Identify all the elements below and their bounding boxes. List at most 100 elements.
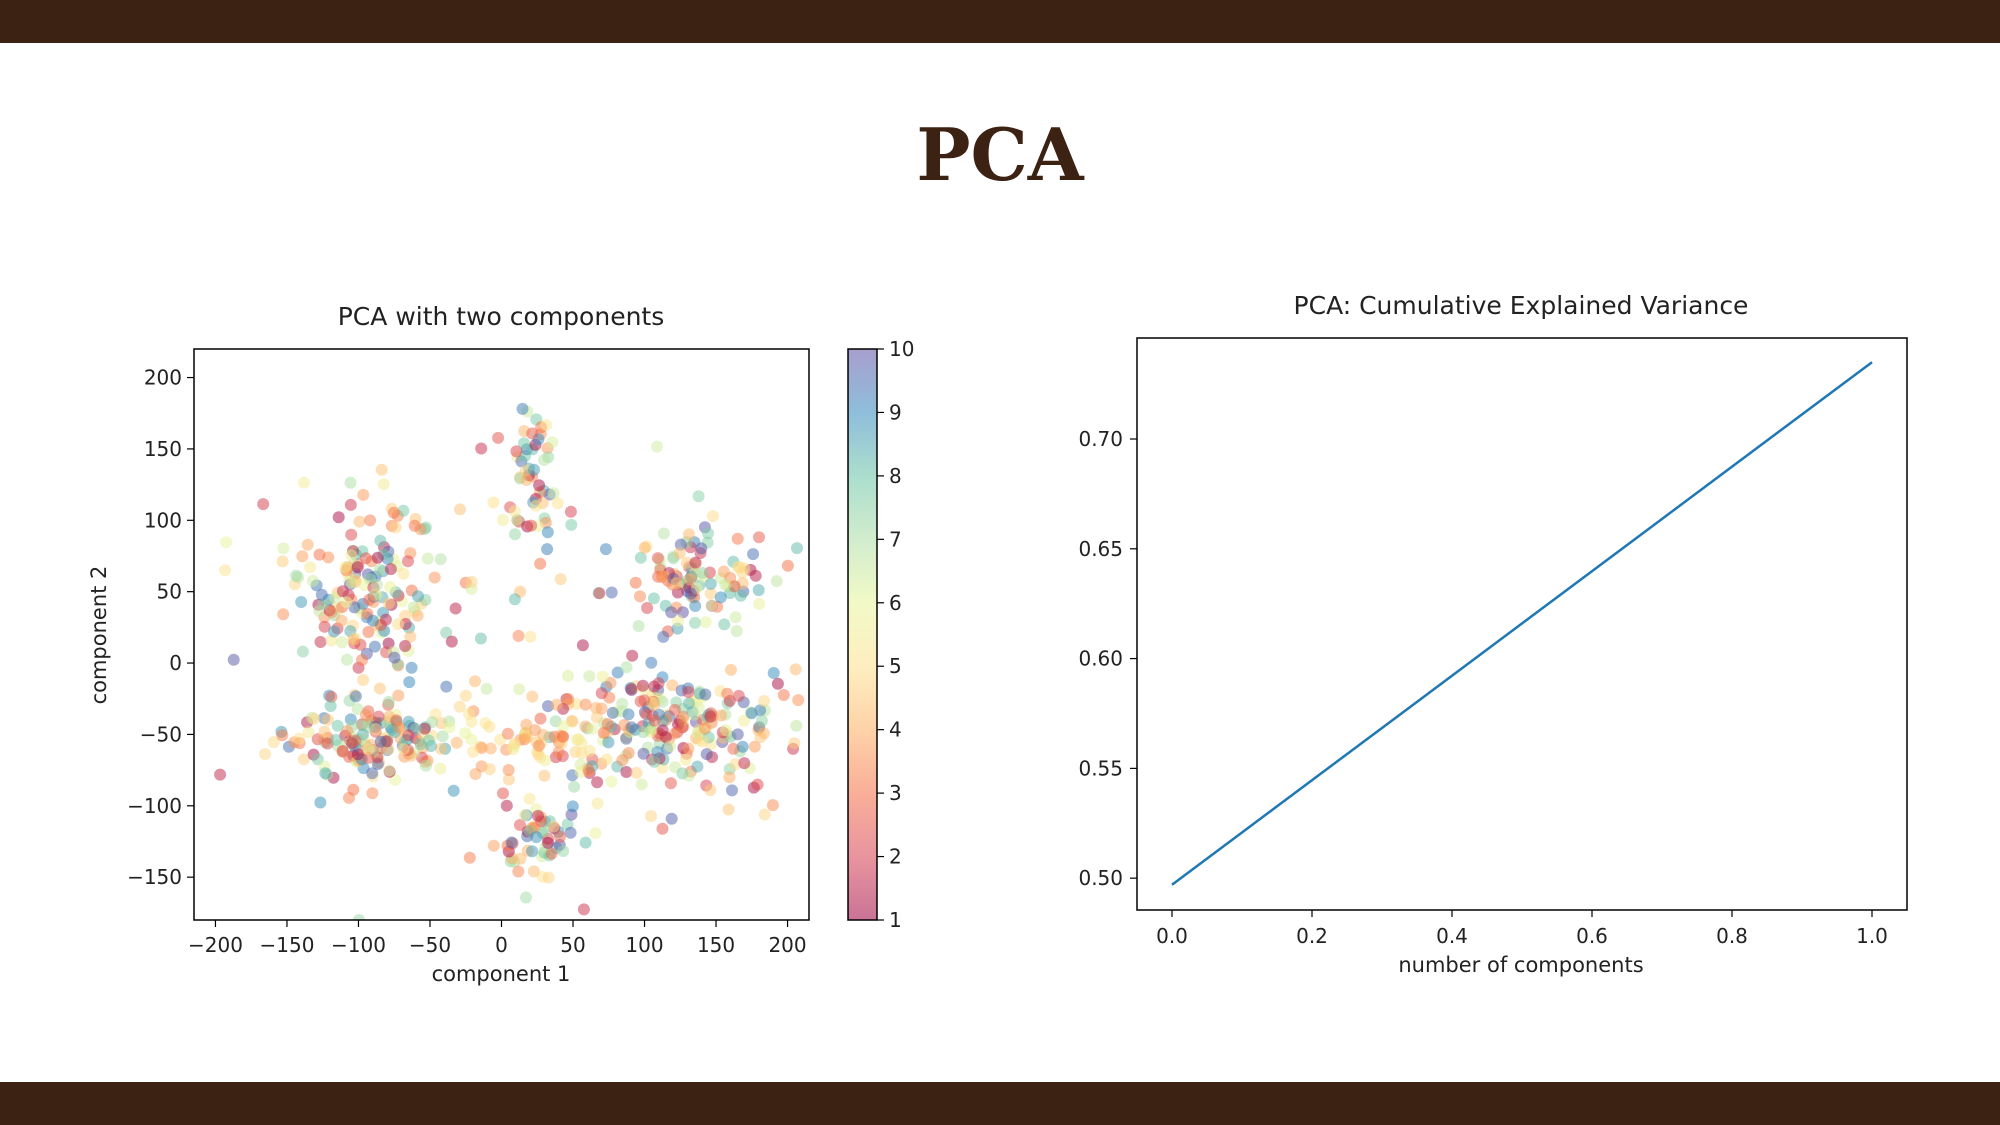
scatter-point — [419, 759, 432, 772]
scatter-point — [276, 729, 289, 742]
scatter-point — [731, 728, 744, 741]
scatter-point — [314, 636, 327, 648]
scatter-point — [467, 745, 480, 758]
scatter-point — [810, 767, 822, 779]
slide-title: PCA — [916, 112, 1084, 197]
scatter-point — [296, 645, 309, 658]
scatter-point — [370, 578, 383, 591]
scatter-point — [514, 819, 526, 831]
scatter-point — [315, 588, 328, 601]
scatter-point — [525, 519, 538, 532]
scatter-point — [335, 614, 348, 627]
scatter-point — [383, 764, 396, 777]
scatter-point — [702, 527, 714, 540]
scatter-point — [719, 578, 732, 591]
scatter-point — [339, 561, 352, 573]
scatter-point — [325, 690, 338, 703]
scatter-point — [583, 670, 596, 683]
scatter-point — [513, 683, 526, 696]
scatter-point — [666, 679, 679, 692]
scatter-point — [518, 437, 530, 450]
scatter-point — [384, 563, 397, 576]
colorbar-ticks: 1 2 3 4 5 6 7 8 9 10 — [877, 337, 914, 932]
scatter-point — [497, 787, 509, 800]
scatter-point — [360, 709, 372, 722]
scatter-point — [729, 758, 742, 771]
scatter-point — [586, 722, 599, 735]
scatter-point — [582, 764, 595, 777]
scatter-point — [402, 555, 414, 568]
scatter-point — [317, 597, 330, 610]
scatter-point — [318, 725, 331, 738]
scatter-point — [344, 498, 357, 511]
scatter-point — [562, 669, 574, 682]
scatter-point — [648, 714, 661, 727]
scatter-point — [738, 757, 751, 770]
scatter-point — [335, 636, 348, 649]
scatter-point — [542, 871, 555, 884]
y-tick-label: −100 — [127, 794, 182, 818]
scatter-point — [500, 799, 513, 812]
scatter-point — [648, 755, 661, 768]
scatter-point — [332, 511, 345, 524]
scatter-point — [502, 773, 515, 786]
scatter-point — [484, 742, 497, 755]
scatter-point — [465, 715, 478, 728]
scatter-point — [301, 538, 314, 551]
scatter-point — [298, 476, 310, 489]
scatter-point — [397, 567, 410, 580]
scatter-point — [353, 914, 365, 920]
scatter-point — [526, 845, 539, 858]
scatter-point — [325, 606, 338, 619]
scatter-point — [388, 651, 401, 664]
scatter-point — [389, 521, 402, 534]
scatter-point — [551, 497, 564, 510]
scatter-point — [330, 733, 342, 746]
scatter-point — [593, 587, 606, 600]
y-tick-label: 0 — [169, 651, 182, 675]
scatter-point — [458, 923, 470, 935]
scatter-point — [475, 442, 488, 455]
scatter-point — [720, 724, 733, 737]
scatter-point — [790, 719, 803, 732]
line-y-axis: 0.50 0.55 0.60 0.65 0.70 — [1078, 427, 1137, 890]
scatter-point — [492, 431, 505, 444]
colorbar-tick-label: 6 — [889, 591, 902, 615]
scatter-point — [752, 584, 765, 597]
scatter-point — [665, 812, 678, 825]
scatter-point — [276, 555, 289, 568]
scatter-point — [362, 626, 375, 638]
scatter-point — [689, 556, 702, 569]
colorbar-tick-label: 7 — [889, 527, 902, 551]
scatter-point — [698, 722, 711, 735]
scatter-point — [520, 891, 532, 904]
scatter-point — [656, 724, 669, 737]
scatter-point — [714, 591, 727, 604]
line-x-axis: 0.0 0.2 0.4 0.6 0.8 1.0 — [1156, 910, 1888, 948]
scatter-point — [404, 630, 417, 643]
scatter-point — [620, 766, 633, 778]
scatter-point — [510, 445, 523, 458]
scatter-point — [414, 738, 427, 751]
scatter-point — [526, 690, 539, 703]
scatter-point — [727, 742, 740, 755]
x-tick-label: 150 — [697, 933, 735, 957]
scatter-point — [227, 653, 240, 666]
scatter-point — [606, 706, 619, 719]
scatter-point — [373, 682, 386, 695]
line-x-label: number of components — [1398, 953, 1643, 977]
scatter-point — [436, 730, 449, 743]
scatter-point — [611, 666, 624, 679]
scatter-point — [689, 616, 701, 629]
scatter-point — [734, 589, 747, 602]
scatter-point — [321, 713, 334, 726]
scatter-point — [664, 740, 677, 753]
colorbar-tick-label: 4 — [889, 718, 902, 742]
scatter-point — [680, 556, 693, 569]
scatter-point — [331, 719, 344, 732]
scatter-point — [684, 587, 697, 600]
scatter-point — [366, 787, 379, 800]
scatter-point — [336, 585, 349, 598]
scatter-point — [723, 771, 736, 784]
